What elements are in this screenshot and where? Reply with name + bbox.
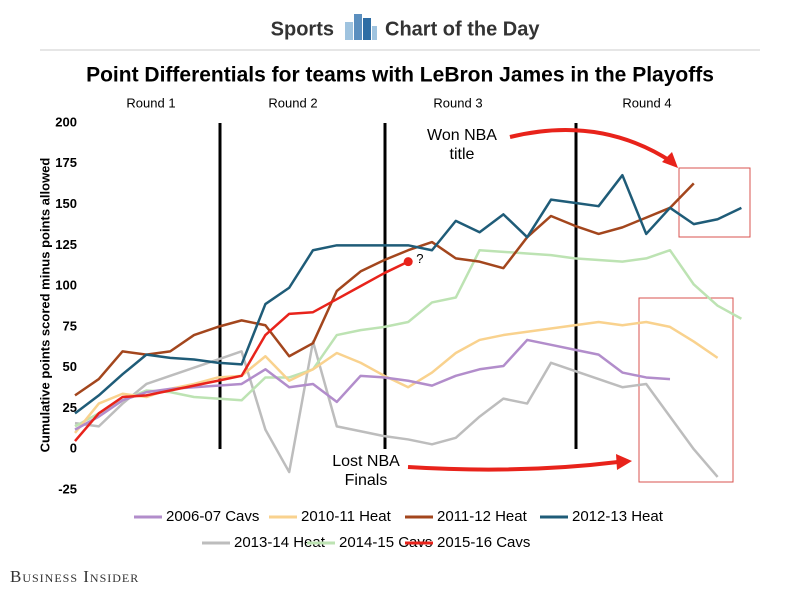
- y-tick-label: 50: [63, 359, 77, 374]
- round-label: Round 4: [622, 95, 671, 110]
- y-tick-label: 0: [70, 441, 77, 456]
- chart-title: Point Differentials for teams with LeBro…: [86, 64, 714, 87]
- round-label: Round 2: [268, 95, 317, 110]
- end-dot: [403, 257, 413, 267]
- annotation: Lost NBA: [332, 453, 400, 470]
- arrow: [509, 128, 674, 164]
- arrow: [407, 460, 619, 472]
- round-dividers: [218, 123, 578, 449]
- y-tick-label: 150: [55, 196, 77, 211]
- highlight-box: [638, 297, 734, 483]
- legend-label: 2011-12 Heat: [437, 508, 528, 525]
- header-section: Sports: [271, 18, 334, 40]
- round-label: Round 1: [126, 95, 175, 110]
- series-line: [74, 248, 743, 428]
- header-series: Chart of the Day: [385, 18, 540, 40]
- y-tick-label: 125: [55, 237, 77, 252]
- footer-brand: Business Insider: [10, 567, 139, 586]
- annotation: Won NBA: [427, 127, 497, 144]
- header-icon: [345, 14, 377, 40]
- legend-label: 2012-13 Heat: [572, 508, 664, 525]
- legend-label: 2014-15 Cavs: [339, 534, 432, 551]
- series-line: [74, 173, 742, 415]
- y-tick-label: 100: [55, 278, 77, 293]
- y-tick-label: 25: [63, 400, 77, 415]
- series-line: [74, 340, 719, 478]
- y-axis-label: Cumulative points scored minus points al…: [37, 158, 52, 453]
- legend-label: 2006-07 Cavs: [166, 508, 259, 525]
- arrow-head: [662, 152, 678, 168]
- annotation: Finals: [345, 472, 388, 489]
- y-tick-label: 75: [63, 318, 77, 333]
- series-line: [74, 320, 719, 434]
- legend-label: 2015-16 Cavs: [437, 534, 530, 551]
- series-line: [74, 182, 695, 397]
- y-tick-label: 175: [55, 155, 77, 170]
- annotation: ?: [416, 251, 423, 266]
- legend-label: 2013-14 Heat: [234, 534, 326, 551]
- round-label: Round 3: [433, 95, 482, 110]
- y-tick-label: 200: [55, 114, 77, 129]
- legend-label: 2010-11 Heat: [301, 508, 392, 525]
- series-line: [74, 260, 409, 442]
- y-tick-label: -25: [58, 481, 77, 496]
- highlight-box: [678, 167, 751, 238]
- arrow-head: [616, 454, 632, 470]
- annotation: title: [450, 146, 475, 163]
